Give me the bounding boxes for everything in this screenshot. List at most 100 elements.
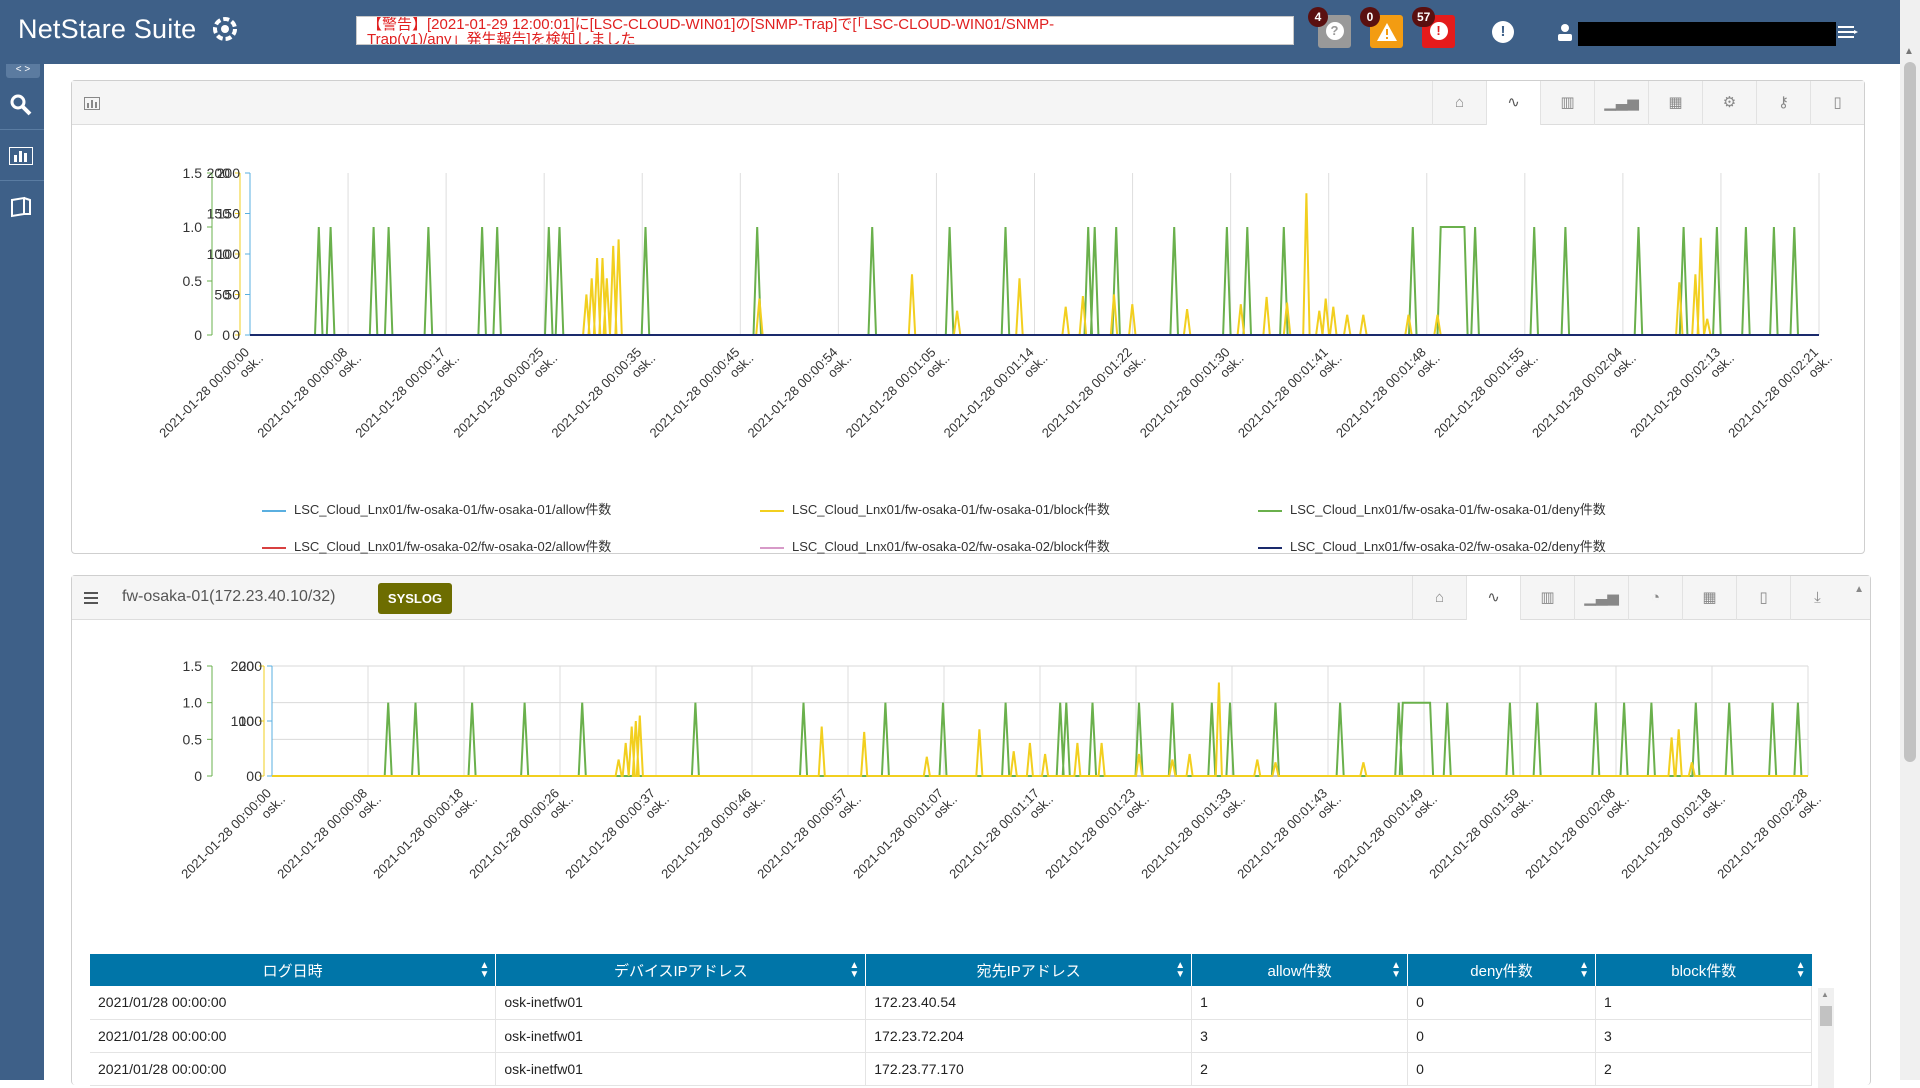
bar-chart-icon[interactable]: ▥ <box>1520 576 1574 620</box>
legend-item-6[interactable]: LSC_Cloud_Lnx01/fw-osaka-02/fw-osaka-02/… <box>1258 536 1606 555</box>
chart-type-icon[interactable] <box>84 97 100 110</box>
cell-allow: 2 <box>1191 1052 1409 1086</box>
y-tick-label: 50 <box>214 287 230 303</box>
warning-icon <box>1376 23 1397 41</box>
table-row[interactable]: 2021/01/28 00:00:00 osk-inetfw01 172.23.… <box>90 1052 1812 1086</box>
cell-deny: 0 <box>1407 1052 1597 1086</box>
sort-icon: ▲ ▼ <box>849 960 860 980</box>
legend-item-4[interactable]: LSC_Cloud_Lnx01/fw-osaka-02/fw-osaka-02/… <box>262 536 611 555</box>
legend-label: LSC_Cloud_Lnx01/fw-osaka-01/fw-osaka-01/… <box>294 502 612 517</box>
y-tick-label: 200 <box>217 165 241 181</box>
table-row[interactable]: 2021/01/28 00:00:00 osk-inetfw01 172.23.… <box>90 986 1812 1020</box>
cell-device-ip: osk-inetfw01 <box>495 1052 867 1086</box>
y-tick-label: 0 <box>254 768 262 784</box>
line-chart-icon[interactable]: ∿ <box>1486 81 1540 125</box>
cell-log-time: 2021/01/28 00:00:00 <box>90 1052 497 1086</box>
user-name-box[interactable] <box>1578 22 1836 46</box>
table-scrollbar[interactable]: ▲ <box>1818 988 1834 1088</box>
x-tick-label: 2021-01-28 00:00:25 <box>450 345 546 441</box>
user-icon[interactable] <box>1556 22 1574 42</box>
sort-icon: ▲ ▼ <box>1175 960 1186 980</box>
page-scrollbar[interactable]: ▲ <box>1900 0 1920 1080</box>
pdf-icon[interactable]: ▯ <box>1810 81 1864 125</box>
menu-icon[interactable] <box>1838 25 1858 41</box>
sort-icon: ▲ ▼ <box>1579 960 1590 980</box>
cell-allow: 1 <box>1191 986 1409 1020</box>
panel-2-toolbar: ⌂ ∿ ▥ ▁▃▅ ◔ ▦ ▯ ⤓ <box>1412 576 1844 620</box>
sidebar-item-docs[interactable] <box>0 182 44 232</box>
x-tick-label: 2021-01-28 00:01:59 <box>1426 786 1522 882</box>
x-tick-label: 2021-01-28 00:01:48 <box>1333 345 1429 441</box>
scroll-up-icon[interactable]: ▲ <box>1904 46 1914 57</box>
error-status-button[interactable]: ! 57 <box>1412 7 1455 48</box>
legend-item-5[interactable]: LSC_Cloud_Lnx01/fw-osaka-02/fw-osaka-02/… <box>760 536 1110 555</box>
sidebar-toggle[interactable]: < > <box>6 64 40 78</box>
stacked-bar-icon[interactable]: ▁▃▅ <box>1574 576 1628 620</box>
bar-chart-icon[interactable]: ▥ <box>1540 81 1594 125</box>
settings-icon[interactable]: ⚙ <box>1702 81 1756 125</box>
chart-2: 0 0.5 1.0 1.5 0 100 200 0 100 200 2021-01-28 00:00… <box>178 658 1824 882</box>
download-icon[interactable]: ⤓ <box>1790 576 1844 620</box>
notice-icon[interactable]: ! <box>1492 21 1514 43</box>
cell-dest-ip: 172.23.77.170 <box>865 1052 1193 1086</box>
sidebar-item-report[interactable] <box>0 131 44 181</box>
x-tick-label: 2021-01-28 00:00:54 <box>745 345 841 441</box>
y-tick-label: 200 <box>207 165 231 181</box>
x-tick-label: 2021-01-28 00:01:49 <box>1330 786 1426 882</box>
key-icon[interactable]: ⚷ <box>1756 81 1810 125</box>
column-header[interactable]: block件数 ▲ ▼ <box>1595 954 1812 986</box>
y-tick-label: 0.5 <box>183 731 203 747</box>
grid-icon[interactable]: ▦ <box>1648 81 1702 125</box>
y-tick-label: 0 <box>232 327 240 343</box>
legend-item-2[interactable]: LSC_Cloud_Lnx01/fw-osaka-01/fw-osaka-01/… <box>760 499 1110 518</box>
cell-dest-ip: 172.23.40.54 <box>865 986 1193 1020</box>
y-tick-label: 1.5 <box>183 658 203 674</box>
x-tick-label: 2021-01-28 00:00:00 <box>178 786 274 882</box>
column-header[interactable]: ログ日時 ▲ ▼ <box>90 954 497 986</box>
y-tick-label: 50 <box>224 287 240 303</box>
alert-ticker[interactable]: 【警告】[2021-01-29 12:00:01]に[LSC-CLOUD-WIN… <box>356 16 1294 45</box>
exclamation-icon: ! <box>1429 22 1448 40</box>
bar-chart-icon <box>9 147 33 165</box>
cell-log-time: 2021/01/28 00:00:00 <box>90 1019 497 1053</box>
table-row[interactable]: 2021/01/28 00:00:00 osk-inetfw01 172.23.… <box>90 1019 1812 1053</box>
y-tick-label: 0 <box>194 327 202 343</box>
y-tick-label: 0 <box>246 768 254 784</box>
y-tick-label: 100 <box>231 713 255 729</box>
legend-item-3[interactable]: LSC_Cloud_Lnx01/fw-osaka-01/fw-osaka-01/… <box>1258 499 1606 518</box>
sort-icon: ▲ ▼ <box>1795 960 1806 980</box>
line-chart-icon[interactable]: ∿ <box>1466 576 1520 620</box>
x-tick-label: 2021-01-28 00:01:41 <box>1235 345 1331 441</box>
pie-chart-icon[interactable]: ◔ <box>1628 576 1682 620</box>
chart-panel-2: fw-osaka-01(172.23.40.10/32) SYSLOG ⌂ ∿ … <box>71 575 1871 1088</box>
app-title[interactable]: NetStare Suite <box>18 14 197 44</box>
unknown-status-button[interactable]: ? 4 <box>1308 7 1351 48</box>
x-tick-label: 2021-01-28 00:00:26 <box>466 786 562 882</box>
hamburger-icon[interactable] <box>84 592 98 604</box>
cell-deny: 0 <box>1407 1019 1597 1053</box>
panel-1-header: ⌂ ∿ ▥ ▁▃▅ ▦ ⚙ ⚷ ▯ <box>72 81 1864 125</box>
pdf-icon[interactable]: ▯ <box>1736 576 1790 620</box>
cell-log-time: 2021/01/28 00:00:00 <box>90 986 497 1020</box>
x-tick-label: 2021-01-28 00:00:17 <box>352 345 448 441</box>
panel-2-scroll-up-icon[interactable]: ▲ <box>1854 584 1864 595</box>
column-header[interactable]: deny件数 ▲ ▼ <box>1407 954 1597 986</box>
column-header[interactable]: デバイスIPアドレス ▲ ▼ <box>495 954 867 986</box>
scroll-thumb[interactable] <box>1904 62 1916 762</box>
sidebar-item-search[interactable] <box>0 80 44 130</box>
column-header[interactable]: 宛先IPアドレス ▲ ▼ <box>865 954 1193 986</box>
x-tick-label: 2021-01-28 00:01:43 <box>1234 786 1330 882</box>
sidebar: < > <box>0 64 44 1080</box>
y-tick-label: 100 <box>239 713 263 729</box>
home-icon[interactable]: ⌂ <box>1432 81 1486 125</box>
warning-status-button[interactable]: 0 <box>1360 7 1403 48</box>
legend-item-1[interactable]: LSC_Cloud_Lnx01/fw-osaka-01/fw-osaka-01/… <box>262 499 611 518</box>
alert-line-2: Trap(v1)/any」発生報告]を検知しました <box>367 31 636 45</box>
stacked-bar-icon[interactable]: ▁▃▅ <box>1594 81 1648 125</box>
legend-label: LSC_Cloud_Lnx01/fw-osaka-02/fw-osaka-02/… <box>294 539 612 554</box>
column-header[interactable]: allow件数 ▲ ▼ <box>1191 954 1409 986</box>
grid-icon[interactable]: ▦ <box>1682 576 1736 620</box>
x-tick-label: 2021-01-28 00:00:57 <box>754 786 850 882</box>
cell-deny: 0 <box>1407 986 1597 1020</box>
home-icon[interactable]: ⌂ <box>1412 576 1466 620</box>
